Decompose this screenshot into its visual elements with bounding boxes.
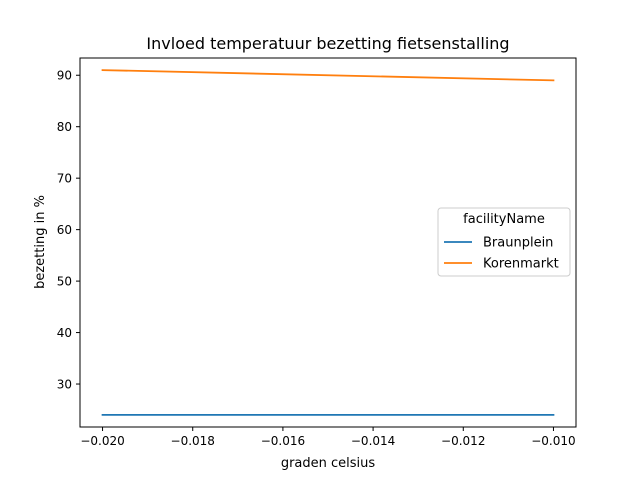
x-axis-label: graden celsius bbox=[281, 456, 376, 471]
x-tick-label: −0.016 bbox=[261, 434, 305, 448]
y-tick-label: 70 bbox=[57, 172, 72, 186]
chart-title: Invloed temperatuur bezetting fietsensta… bbox=[146, 34, 509, 53]
x-tick-label: −0.018 bbox=[171, 434, 215, 448]
y-axis-label: bezetting in % bbox=[33, 195, 48, 289]
plot-frame bbox=[79, 57, 577, 428]
legend: facilityName Braunplein Korenmarkt bbox=[437, 207, 571, 277]
y-tick-label: 80 bbox=[57, 120, 72, 134]
y-tick-label: 30 bbox=[57, 378, 72, 392]
plot-area bbox=[79, 57, 577, 428]
y-tick-label: 50 bbox=[57, 275, 72, 289]
series-line-korenmarkt bbox=[101, 69, 555, 82]
y-axis: 30 40 50 60 70 80 90 bbox=[57, 69, 80, 392]
y-tick-label: 60 bbox=[57, 223, 72, 237]
legend-label-braunplein: Braunplein bbox=[483, 236, 553, 251]
x-tick-label: −0.014 bbox=[351, 434, 395, 448]
x-tick-label: −0.010 bbox=[531, 434, 575, 448]
x-tick-label: −0.012 bbox=[441, 434, 485, 448]
legend-box bbox=[437, 207, 571, 277]
legend-label-korenmarkt: Korenmarkt bbox=[483, 257, 559, 272]
y-tick-label: 40 bbox=[57, 326, 72, 340]
y-tick-label: 90 bbox=[57, 69, 72, 83]
x-tick-label: −0.020 bbox=[80, 434, 124, 448]
legend-entries: Braunplein Korenmarkt bbox=[444, 236, 559, 272]
series-layer bbox=[101, 69, 555, 416]
x-axis: −0.020 −0.018 −0.016 −0.014 −0.012 −0.010 bbox=[80, 427, 576, 448]
legend-title: facilityName bbox=[463, 212, 545, 227]
